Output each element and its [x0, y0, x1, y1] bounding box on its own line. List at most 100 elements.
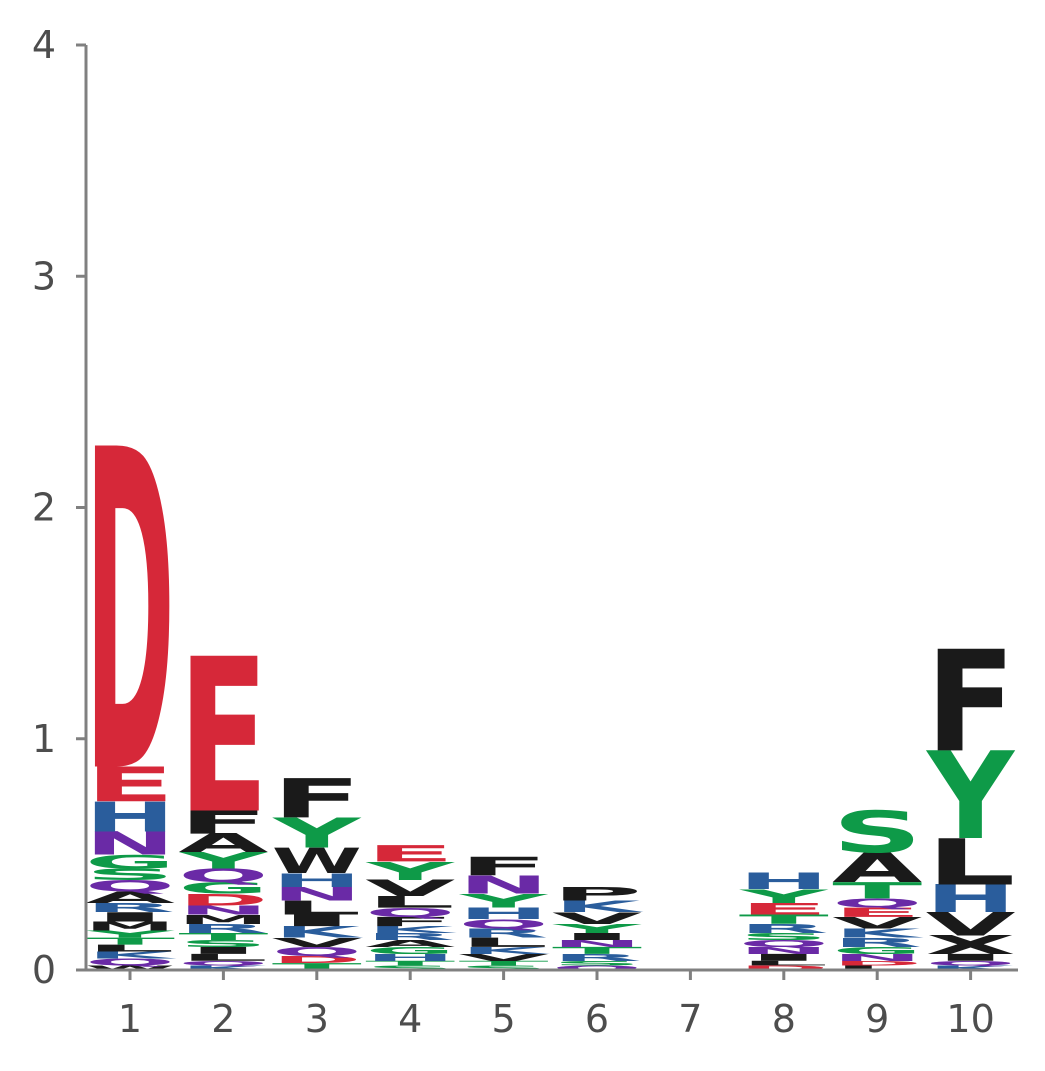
logo-letter-pos6-Y: Y: [552, 921, 642, 936]
logo-letter-pos1-S: S: [85, 865, 175, 883]
logo-letter-pos3-I: I: [272, 911, 362, 929]
logo-letter-pos9-V: V: [832, 914, 922, 933]
y-tick-label: 1: [32, 717, 56, 761]
logo-letter-pos9-Q: Q: [832, 896, 922, 911]
logo-letter-pos4-L: L: [365, 893, 455, 911]
logo-letter-pos2-Y: Y: [179, 848, 269, 874]
logo-letter-pos3-W: W: [272, 841, 362, 882]
logo-letter-pos10-K: K: [928, 964, 1018, 971]
logo-letter-pos6-S: S: [552, 960, 642, 967]
logo-letter-pos2-R: R: [178, 921, 268, 936]
logo-letter-pos1-I: I: [85, 910, 175, 925]
y-tick-label: 4: [32, 23, 56, 67]
logo-letter-pos2-K: K: [180, 964, 270, 971]
logo-letter-pos3-T: T: [272, 961, 362, 972]
logo-letter-pos9-L: L: [832, 964, 922, 971]
logo-letter-pos4-Q: Q: [365, 905, 455, 920]
logo-letter-pos3-H: H: [272, 869, 362, 891]
logo-letter-pos1-T: T: [85, 936, 175, 947]
logo-letter-pos6-Q: Q: [552, 964, 642, 971]
logo-letter-pos5-H: H: [459, 905, 549, 923]
logo-letter-pos8-H: H: [739, 869, 829, 895]
logo-letter-pos1-H: H: [85, 793, 175, 841]
logo-letter-pos5-F: F: [459, 852, 549, 881]
logo-letter-pos2-G: G: [178, 879, 268, 897]
logo-letter-pos9-G: G: [832, 945, 922, 956]
logo-letter-pos1-W: W: [85, 964, 175, 971]
logo-letter-pos5-R: R: [459, 926, 549, 941]
x-tick-label: 1: [118, 997, 142, 1041]
y-tick-label: 0: [32, 948, 56, 992]
logo-letter-pos10-Q: Q: [926, 959, 1016, 966]
logo-letter-pos1-Y: Y: [85, 929, 175, 940]
logo-letter-pos4-E: E: [365, 841, 455, 867]
logo-letter-pos8-S: S: [739, 931, 829, 942]
logo-letter-pos8-Q: Q: [739, 938, 829, 949]
logo-letter-pos2-Q: Q: [178, 959, 268, 966]
logo-letter-pos4-R: R: [365, 931, 455, 942]
logo-letter-pos2-Q: Q: [178, 864, 268, 886]
logo-letters: WQKLTYMIRAQSGNHEDKQLISTRMNDGQYAFETDQVKIL…: [85, 357, 1018, 972]
logo-letter-pos5-S: S: [459, 964, 549, 971]
logo-letter-pos8-Y: Y: [739, 885, 830, 907]
logo-letter-pos3-F: F: [272, 768, 362, 831]
logo-letter-pos5-L: L: [459, 935, 549, 950]
logo-letter-pos2-D: D: [178, 891, 268, 909]
logo-letter-pos4-G: G: [365, 945, 455, 956]
logo-letter-pos3-D: D: [272, 954, 362, 965]
logo-letter-pos5-Q: Q: [459, 917, 549, 932]
logo-letter-pos6-N: N: [552, 938, 642, 949]
logo-letter-pos8-I: I: [739, 952, 829, 963]
y-axis-ticks: 0 1 2 3 4: [32, 23, 86, 992]
logo-letter-pos3-L: L: [272, 897, 362, 919]
logo-letter-pos10-V: V: [926, 906, 1016, 943]
logo-letter-pos10-I: I: [926, 952, 1016, 963]
x-axis-ticks: 1 2 3 4 5 6 7 8 9 10: [118, 970, 995, 1041]
logo-letter-pos8-E: E: [739, 900, 829, 918]
x-tick-label: 5: [492, 997, 516, 1041]
logo-letter-pos2-M: M: [178, 912, 268, 927]
logo-letter-pos1-L: L: [85, 943, 175, 954]
logo-letter-pos3-Q: Q: [272, 944, 362, 959]
logo-letter-pos1-D: D: [85, 357, 175, 871]
logo-letter-pos9-K: K: [834, 926, 924, 941]
logo-letter-pos6-T: T: [552, 945, 642, 956]
logo-letter-pos1-R: R: [85, 900, 175, 915]
logo-letter-pos6-K: K: [554, 897, 644, 916]
logo-letter-pos5-K: K: [461, 945, 551, 956]
logo-letter-pos6-V: V: [552, 909, 642, 928]
logo-letter-pos10-F: F: [926, 621, 1016, 783]
x-tick-label: 8: [772, 997, 796, 1041]
x-tick-label: 6: [585, 997, 609, 1041]
logo-letter-pos4-F: F: [365, 914, 455, 929]
logo-letter-pos6-R: R: [552, 952, 642, 963]
logo-letter-pos1-N: N: [85, 825, 175, 862]
logo-letter-pos6-P: P: [552, 883, 642, 905]
logo-letter-pos1-E: E: [85, 758, 175, 813]
logo-letter-pos4-V: V: [365, 875, 455, 901]
logo-letter-pos5-N: N: [459, 870, 549, 900]
logo-letter-pos4-S: S: [365, 964, 455, 971]
logo-letter-pos2-A: A: [178, 829, 268, 859]
logo-letter-pos5-T: T: [459, 960, 549, 967]
logo-letter-pos8-N: N: [739, 945, 829, 956]
logo-letter-pos8-R: R: [739, 921, 829, 936]
logo-letter-pos4-K: K: [367, 924, 457, 935]
logo-letter-pos1-K: K: [87, 950, 177, 961]
x-tick-label: 2: [211, 997, 235, 1041]
logo-letter-pos5-Y: Y: [459, 890, 550, 912]
logo-letter-pos10-Y: Y: [925, 727, 1016, 867]
logo-letter-pos10-L: L: [926, 825, 1016, 899]
logo-letter-pos2-I: I: [178, 945, 268, 956]
logo-letter-pos9-T: T: [832, 878, 922, 904]
logo-letter-pos2-F: F: [178, 804, 268, 841]
logo-letter-pos4-H: H: [365, 952, 455, 963]
logo-letter-pos2-E: E: [178, 613, 268, 861]
logo-letter-pos8-L: L: [739, 959, 829, 966]
logo-letter-pos3-K: K: [274, 923, 364, 942]
logo-letter-pos2-N: N: [178, 903, 268, 918]
logo-letter-pos9-S: S: [832, 799, 922, 865]
logo-letter-pos1-G: G: [85, 851, 175, 873]
logo-letter-pos1-Q: Q: [85, 957, 175, 968]
